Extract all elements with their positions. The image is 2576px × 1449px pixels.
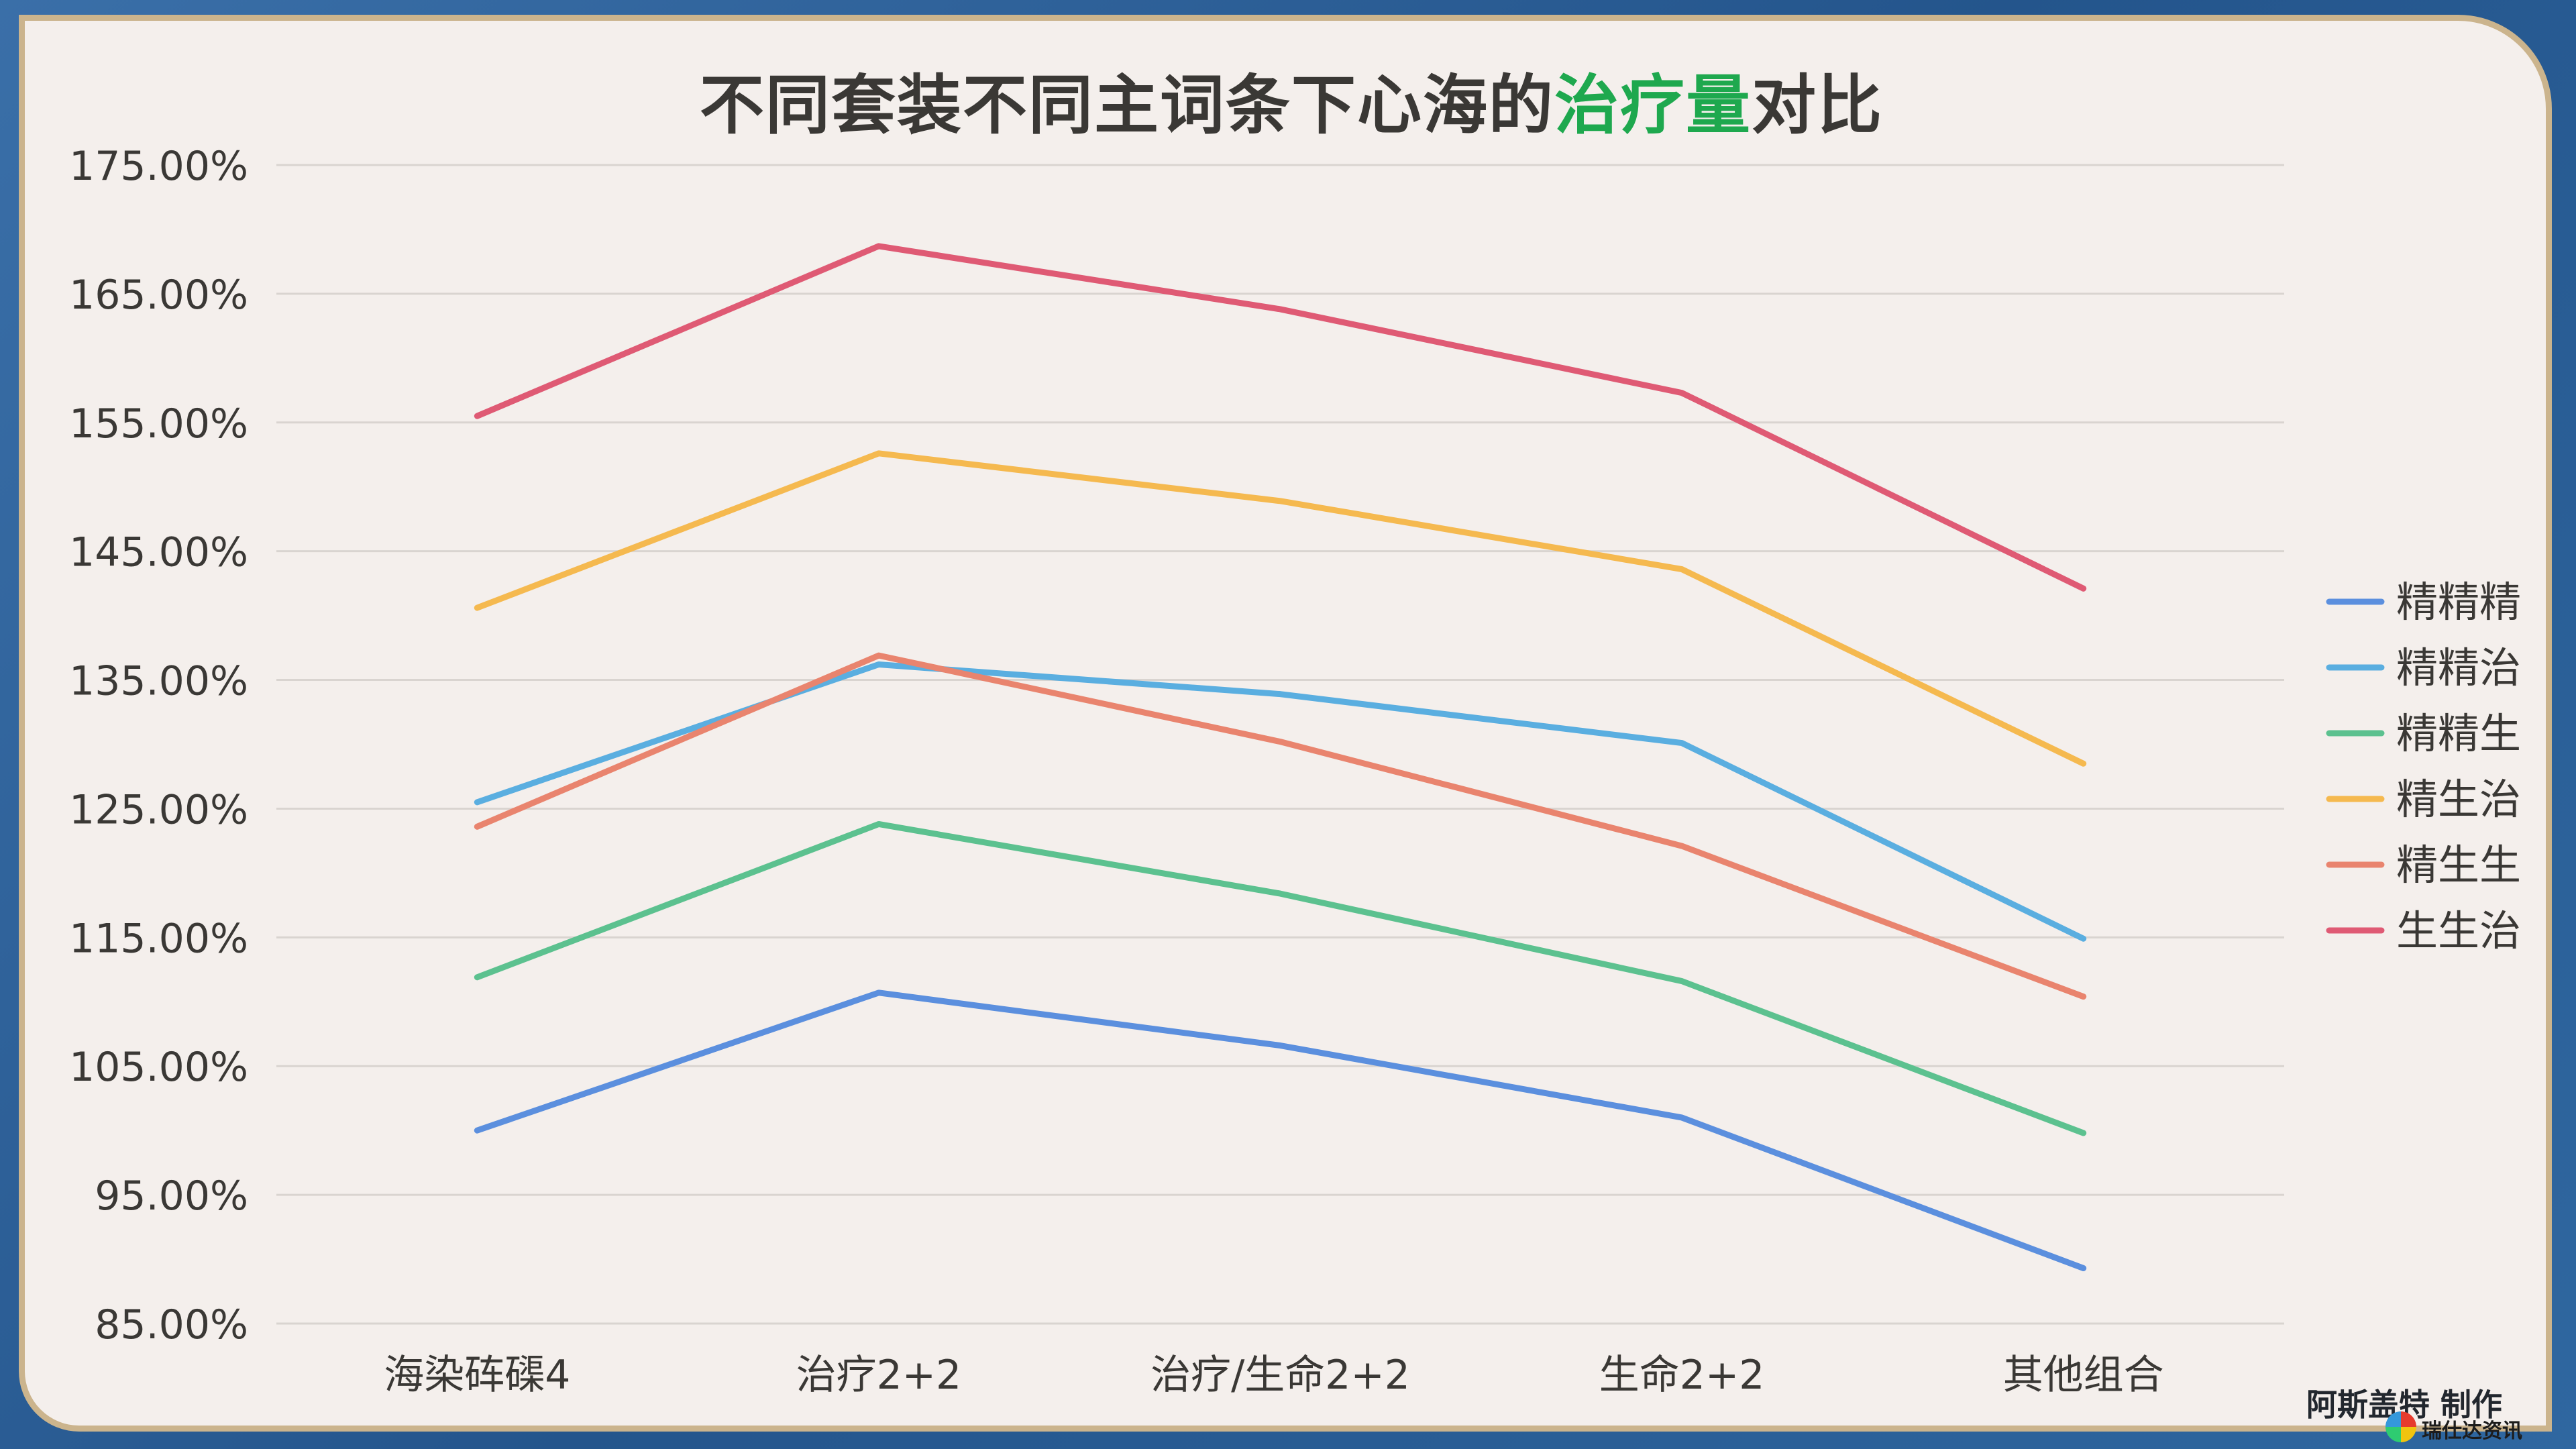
legend-label: 精精生 bbox=[2396, 709, 2521, 758]
series-line bbox=[474, 989, 2087, 1271]
x-tick-labels: 海染砗磲4 治疗2+2 治疗/生命2+2 生命2+2 其他组合 bbox=[384, 1352, 2163, 1399]
series-lines bbox=[474, 243, 2087, 1271]
series-line bbox=[474, 820, 2087, 1136]
legend-label: 生生治 bbox=[2396, 906, 2521, 955]
x-tick-label: 海染砗磲4 bbox=[384, 1352, 570, 1399]
chart-title: 不同套装不同主词条下心海的治疗量对比 bbox=[25, 53, 2546, 146]
legend-label: 精生生 bbox=[2396, 841, 2521, 890]
y-tick-label: 105.00% bbox=[69, 1044, 248, 1091]
title-highlight: 治疗量 bbox=[1554, 68, 1752, 143]
legend-label: 精精精 bbox=[2396, 578, 2521, 627]
x-tick-label: 治疗/生命2+2 bbox=[1150, 1352, 1410, 1399]
y-tick-label: 155.00% bbox=[69, 400, 248, 447]
series-line bbox=[474, 243, 2087, 592]
watermark-text: 瑞仕达资讯 bbox=[2422, 1419, 2522, 1443]
series-line bbox=[474, 652, 2087, 1000]
y-tick-label: 95.00% bbox=[95, 1173, 248, 1220]
watermark-logo-icon bbox=[2385, 1411, 2416, 1442]
y-tick-label: 115.00% bbox=[69, 915, 248, 962]
series-line bbox=[474, 450, 2087, 767]
y-tick-label: 85.00% bbox=[95, 1301, 248, 1348]
y-tick-label: 125.00% bbox=[69, 786, 248, 833]
legend-label: 精精治 bbox=[2396, 643, 2521, 692]
y-tick-label: 135.00% bbox=[69, 658, 248, 705]
series-line bbox=[474, 661, 2087, 942]
title-prefix: 不同套装不同主词条下心海的 bbox=[700, 68, 1554, 143]
legend-label: 精生治 bbox=[2396, 775, 2521, 824]
y-tick-labels: 85.00% 95.00% 105.00% 115.00% 125.00% 135.00%… bbox=[69, 143, 248, 1348]
y-tick-label: 165.00% bbox=[69, 272, 248, 319]
grid-lines bbox=[276, 164, 2284, 1325]
title-suffix: 对比 bbox=[1752, 68, 1883, 143]
y-tick-label: 175.00% bbox=[69, 143, 248, 190]
x-tick-label: 其他组合 bbox=[2003, 1352, 2164, 1399]
x-tick-label: 生命2+2 bbox=[1599, 1352, 1765, 1399]
y-tick-label: 145.00% bbox=[69, 529, 248, 576]
x-tick-label: 治疗2+2 bbox=[796, 1352, 962, 1399]
